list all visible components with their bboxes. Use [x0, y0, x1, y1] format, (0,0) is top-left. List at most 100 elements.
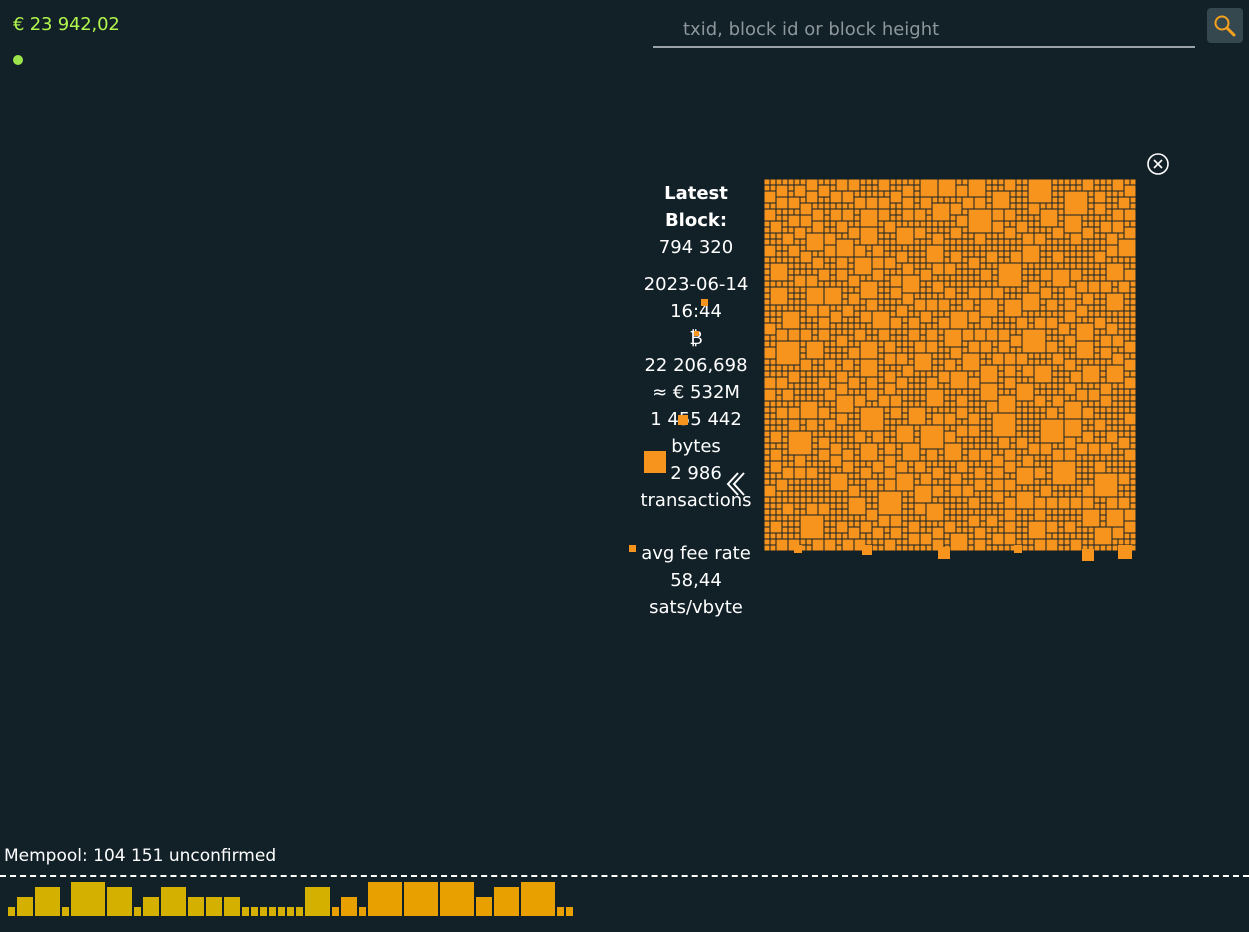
tx-square [788, 461, 794, 467]
tx-square [848, 227, 860, 239]
tx-square [896, 455, 902, 461]
tx-square [926, 245, 944, 263]
tx-square [908, 353, 914, 359]
tx-square [1016, 467, 1034, 485]
tx-square [890, 245, 896, 251]
tx-square [1010, 221, 1016, 227]
tx-square [1058, 545, 1064, 551]
tx-square [866, 251, 872, 257]
tx-square [890, 395, 902, 407]
tx-square [878, 443, 884, 449]
tx-square [1082, 419, 1088, 425]
tx-square [1106, 419, 1112, 425]
tx-square [1052, 533, 1058, 539]
tx-square [926, 503, 944, 521]
tx-square [782, 437, 788, 443]
tx-square [818, 185, 830, 197]
tx-square [956, 197, 962, 203]
tx-square [830, 527, 836, 533]
tx-square [1058, 185, 1064, 191]
close-block-button[interactable] [1146, 152, 1170, 180]
tx-square [962, 197, 974, 209]
tx-square [998, 329, 1010, 341]
tx-square [1106, 197, 1112, 203]
tx-square [860, 323, 866, 329]
tx-square [854, 215, 860, 221]
tx-square [782, 401, 788, 407]
tx-square [1046, 239, 1052, 245]
tx-square [830, 533, 836, 539]
tx-square [1124, 425, 1130, 431]
tx-square [908, 533, 920, 545]
tx-square [890, 299, 896, 305]
mempool-bar [404, 882, 438, 916]
fee-unit: sats/vbyte [649, 597, 743, 618]
tx-square [908, 359, 914, 365]
tx-square [776, 239, 782, 245]
tx-square [878, 359, 884, 365]
tx-square [1058, 209, 1064, 215]
tx-square [950, 473, 962, 485]
tx-square [1070, 179, 1076, 185]
tx-square [830, 263, 836, 269]
tx-square [1058, 485, 1064, 491]
tx-square [806, 371, 812, 377]
tx-square [920, 281, 926, 287]
tx-square [998, 341, 1010, 353]
tx-square [932, 413, 944, 425]
tx-square [896, 335, 902, 341]
tx-square [854, 197, 866, 209]
tx-square [914, 425, 920, 431]
tx-square [998, 239, 1004, 245]
tx-square [782, 419, 788, 425]
tx-square [854, 407, 860, 413]
tx-square [818, 461, 824, 467]
tx-square [1016, 245, 1022, 251]
tx-square [1028, 263, 1034, 269]
tx-square [1004, 389, 1010, 395]
tx-square [1124, 377, 1136, 389]
tx-square [944, 257, 950, 263]
tx-square [1130, 197, 1136, 203]
tx-square [926, 545, 932, 551]
tx-square [1100, 437, 1106, 443]
tx-square [800, 311, 806, 317]
tx-square [1034, 407, 1040, 413]
tx-square [1040, 209, 1058, 227]
tx-square [1064, 545, 1070, 551]
tx-square [1124, 509, 1136, 521]
tx-square [1058, 317, 1064, 323]
previous-block-button[interactable] [724, 470, 748, 502]
tx-square [776, 215, 782, 221]
tx-square [944, 389, 950, 395]
search-button[interactable] [1207, 8, 1243, 43]
tx-square [830, 311, 842, 323]
tx-square [1124, 485, 1130, 491]
tx-square [938, 497, 944, 503]
tx-square [770, 233, 776, 239]
tx-square [776, 323, 782, 329]
tx-square [980, 263, 986, 269]
tx-square [824, 527, 830, 533]
tx-square [1052, 185, 1058, 191]
search-input[interactable] [653, 12, 1195, 48]
tx-square [764, 497, 770, 503]
tx-square [788, 299, 794, 305]
tx-square [764, 275, 770, 281]
tx-square [986, 251, 998, 263]
tx-square [824, 209, 830, 215]
tx-square [914, 251, 920, 257]
tx-square [794, 527, 800, 533]
tx-square [938, 521, 944, 527]
tx-square [794, 293, 800, 299]
tx-square [908, 467, 914, 473]
tx-square [866, 179, 872, 185]
tx-square [1076, 341, 1094, 359]
tx-square [896, 215, 902, 221]
tx-square [1118, 191, 1124, 197]
tx-square [974, 491, 980, 497]
tx-square [824, 287, 842, 305]
tx-square [920, 515, 926, 521]
tx-square [830, 335, 836, 341]
tx-square [1094, 413, 1100, 419]
